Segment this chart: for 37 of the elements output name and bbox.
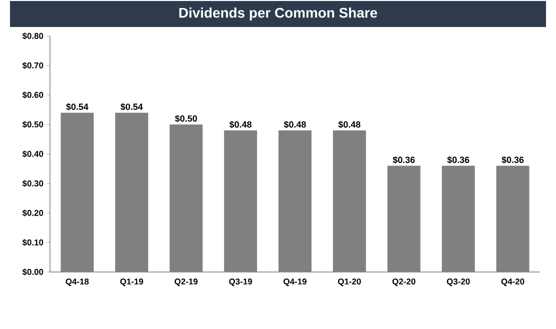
x-tick-label: Q4-20	[501, 278, 524, 286]
data-label: $0.48	[284, 120, 306, 128]
y-tick-label: $0.70	[22, 62, 44, 69]
x-tick-label: Q2-19	[174, 278, 198, 286]
y-tick-label: $0.20	[22, 210, 44, 216]
data-label: $0.50	[175, 114, 197, 122]
data-label: $0.48	[338, 120, 360, 128]
x-tick-label: Q3-20	[446, 278, 470, 286]
x-tick-label: Q1-20	[338, 278, 361, 286]
bar	[170, 124, 203, 272]
x-tick-label: Q2-20	[392, 278, 416, 286]
y-tick-label: $0.00	[22, 268, 44, 276]
data-label: $0.36	[392, 156, 415, 164]
bar	[224, 130, 258, 272]
bar	[332, 130, 366, 272]
bar	[278, 130, 312, 272]
bar	[442, 166, 475, 272]
x-tick-label: Q3-19	[229, 278, 252, 286]
chart-title: Dividends per Common Share	[179, 7, 378, 20]
x-tick-label: Q4-19	[284, 278, 306, 286]
x-tick-label: Q4-18	[66, 278, 89, 286]
x-tick-label: Q1-19	[120, 278, 144, 286]
y-tick-label: $0.10	[22, 239, 44, 246]
bar	[387, 166, 420, 272]
y-tick-label: $0.30	[22, 180, 44, 187]
data-label: $0.48	[229, 120, 252, 128]
data-label: $0.54	[120, 103, 143, 111]
bar	[496, 166, 530, 272]
data-label: $0.36	[447, 156, 470, 164]
data-label: $0.54	[66, 103, 88, 111]
y-tick-label: $0.40	[22, 150, 44, 158]
data-label: $0.36	[502, 156, 524, 164]
bar	[115, 112, 148, 272]
y-tick-label: $0.80	[22, 32, 44, 40]
y-tick-label: $0.60	[22, 92, 44, 98]
y-tick-label: $0.50	[22, 121, 44, 128]
bar	[60, 112, 94, 272]
